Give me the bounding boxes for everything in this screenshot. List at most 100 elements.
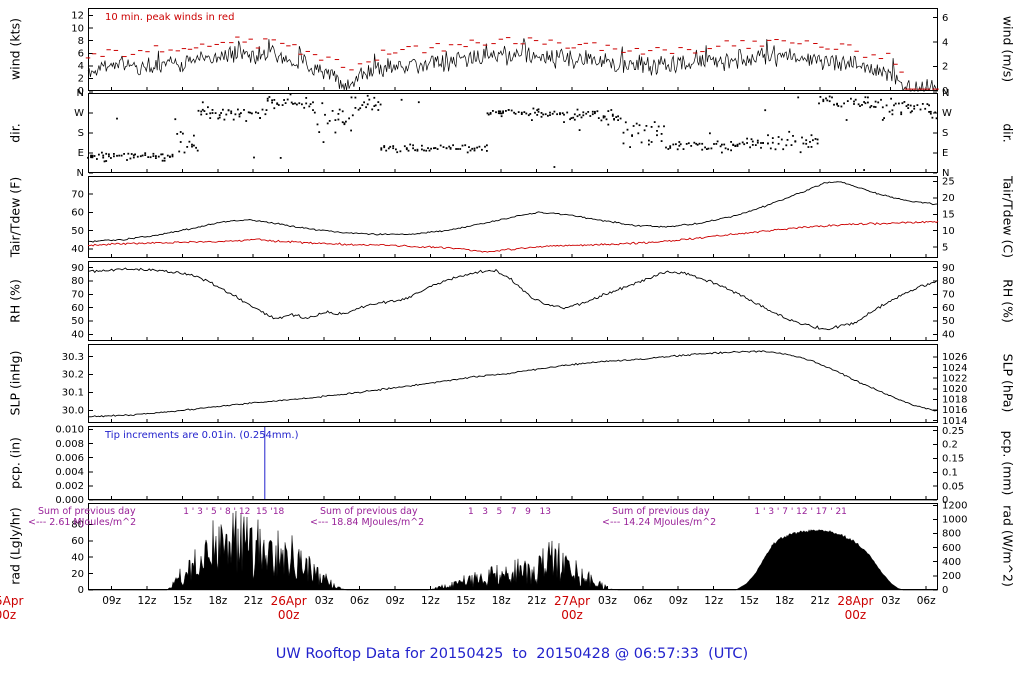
y-tick-label-right: 0 bbox=[942, 86, 948, 97]
direction-point bbox=[120, 154, 123, 157]
direction-point bbox=[139, 155, 142, 158]
direction-point bbox=[723, 143, 726, 146]
x-tick-label: 09z bbox=[669, 595, 688, 607]
direction-point bbox=[864, 102, 867, 105]
direction-point bbox=[525, 112, 528, 115]
direction-point bbox=[136, 155, 139, 158]
direction-point bbox=[685, 143, 688, 145]
y-tick-label-right: 80 bbox=[942, 276, 955, 287]
direction-point bbox=[385, 149, 388, 152]
direction-point bbox=[901, 102, 904, 105]
direction-point bbox=[701, 148, 704, 151]
direction-point bbox=[698, 142, 701, 145]
direction-point bbox=[615, 116, 618, 118]
direction-point bbox=[191, 145, 193, 148]
direction-point bbox=[734, 145, 737, 147]
direction-point bbox=[161, 153, 164, 156]
direction-point bbox=[679, 143, 682, 146]
direction-point bbox=[326, 122, 329, 125]
direction-point bbox=[223, 118, 226, 121]
direction-point bbox=[837, 105, 840, 107]
direction-point bbox=[284, 102, 287, 104]
direction-point bbox=[863, 169, 865, 171]
direction-point bbox=[403, 145, 406, 148]
direction-point bbox=[350, 129, 352, 132]
direction-point bbox=[149, 156, 152, 159]
y-tick-label-left: 10 bbox=[71, 23, 84, 34]
direction-point bbox=[653, 121, 656, 123]
direction-point bbox=[464, 144, 467, 147]
direction-point bbox=[559, 113, 561, 116]
direction-point bbox=[924, 107, 927, 110]
direction-point bbox=[774, 148, 777, 151]
y-tick-label-right: 0.15 bbox=[942, 454, 964, 465]
direction-point bbox=[805, 139, 808, 142]
direction-point bbox=[309, 103, 312, 105]
y-tick-label-right: 1020 bbox=[942, 384, 967, 395]
x-tick-label: 06z bbox=[917, 595, 936, 607]
y-tick-label-left: 40 bbox=[71, 552, 84, 563]
direction-point bbox=[374, 104, 377, 107]
direction-point bbox=[141, 154, 144, 157]
direction-point bbox=[230, 112, 233, 115]
direction-point bbox=[738, 142, 741, 145]
direction-point bbox=[845, 119, 848, 121]
direction-point bbox=[486, 144, 488, 147]
y-tick-label-left: 0.004 bbox=[55, 467, 84, 478]
direction-point bbox=[663, 125, 665, 128]
direction-point bbox=[532, 107, 535, 110]
direction-point bbox=[510, 109, 513, 112]
direction-point bbox=[637, 132, 640, 135]
direction-point bbox=[602, 115, 605, 118]
direction-point bbox=[514, 112, 517, 115]
direction-point bbox=[762, 142, 764, 144]
direction-point bbox=[805, 142, 808, 145]
y-axis-label-dir-left: dir. bbox=[7, 123, 23, 143]
direction-point bbox=[421, 148, 423, 151]
direction-point bbox=[929, 112, 932, 115]
direction-point bbox=[831, 96, 833, 99]
direction-point bbox=[771, 141, 774, 144]
direction-point bbox=[531, 119, 533, 121]
direction-point bbox=[209, 117, 212, 119]
direction-point bbox=[816, 142, 819, 145]
y-axis-label-wind-right: wind (m/s) bbox=[1000, 15, 1016, 83]
direction-point bbox=[580, 116, 583, 119]
direction-point bbox=[751, 144, 754, 146]
panel-border bbox=[88, 261, 938, 341]
y-tick-label-right: 90 bbox=[942, 263, 955, 274]
air-temperature-series bbox=[88, 181, 939, 243]
direction-point bbox=[657, 125, 660, 128]
direction-point bbox=[343, 122, 346, 125]
direction-point bbox=[392, 147, 395, 150]
direction-point bbox=[200, 110, 203, 113]
direction-point bbox=[750, 138, 753, 141]
x-tick-label: 09z bbox=[102, 595, 121, 607]
direction-point bbox=[853, 103, 855, 105]
direction-point bbox=[867, 101, 869, 104]
direction-point bbox=[227, 109, 230, 111]
direction-point bbox=[572, 116, 575, 119]
direction-point bbox=[91, 154, 94, 157]
direction-point bbox=[243, 109, 245, 111]
direction-point bbox=[676, 148, 679, 151]
direction-point bbox=[563, 121, 565, 123]
direction-point bbox=[271, 99, 273, 102]
direction-point bbox=[782, 148, 785, 151]
direction-point bbox=[331, 110, 334, 112]
x-tick-label: 12z bbox=[138, 595, 157, 607]
pcp-note: Tip increments are 0.01in. (0.254mm.) bbox=[104, 430, 299, 441]
direction-point bbox=[632, 125, 635, 127]
direction-point bbox=[792, 135, 794, 137]
direction-point bbox=[476, 146, 478, 149]
direction-point bbox=[891, 113, 894, 116]
direction-point bbox=[417, 101, 420, 104]
direction-point bbox=[802, 142, 805, 145]
direction-point bbox=[527, 114, 530, 117]
direction-point bbox=[366, 103, 369, 106]
direction-point bbox=[582, 111, 585, 114]
direction-point bbox=[916, 104, 919, 106]
y-tick-label-left: 0.008 bbox=[55, 439, 84, 450]
direction-point bbox=[395, 148, 397, 151]
